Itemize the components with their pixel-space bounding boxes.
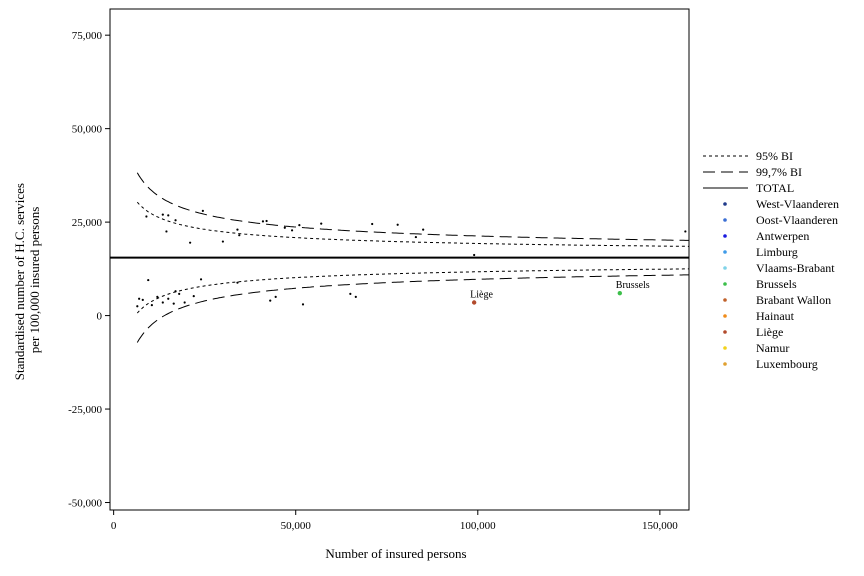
legend-entry-label: Hainaut bbox=[756, 309, 795, 323]
y-tick-label: 75,000 bbox=[72, 30, 103, 42]
data-point bbox=[156, 295, 159, 298]
x-axis-title: Number of insured persons bbox=[325, 546, 466, 561]
data-point bbox=[283, 226, 286, 229]
data-point bbox=[174, 290, 177, 293]
data-point bbox=[396, 223, 399, 226]
legend-entry-label: Vlaams-Brabant bbox=[756, 261, 835, 275]
data-point bbox=[138, 297, 141, 300]
legend-entry-label: Antwerpen bbox=[756, 229, 809, 243]
legend-entry-label: West-Vlaanderen bbox=[756, 197, 839, 211]
data-point bbox=[141, 298, 144, 301]
data-point bbox=[301, 303, 305, 306]
x-axis: 0 50,000 100,000 150,000 bbox=[111, 510, 678, 532]
y-axis-title: Standardised number of H.C. services per… bbox=[12, 180, 42, 380]
legend-entry-label: Namur bbox=[756, 341, 789, 355]
band-997-lower bbox=[136, 274, 689, 343]
data-point bbox=[167, 214, 170, 217]
y-tick-label: -25,000 bbox=[68, 404, 102, 416]
data-point bbox=[221, 240, 224, 243]
legend-entry-label: Luxembourg bbox=[756, 357, 818, 371]
band-997-upper bbox=[136, 172, 689, 241]
data-point bbox=[354, 295, 357, 298]
data-point bbox=[261, 220, 265, 223]
legend-point-swatch bbox=[723, 282, 727, 286]
data-point bbox=[174, 219, 177, 222]
data-point bbox=[422, 228, 425, 231]
data-point bbox=[192, 295, 195, 298]
y-tick-label: 25,000 bbox=[72, 217, 103, 229]
data-point bbox=[161, 301, 164, 304]
legend-point-swatch bbox=[723, 250, 727, 254]
data-point bbox=[201, 209, 204, 212]
data-points: Liège Brussels bbox=[136, 209, 687, 308]
data-point bbox=[136, 305, 139, 308]
plot-frame bbox=[109, 8, 690, 511]
x-tick-label: 150,000 bbox=[642, 520, 678, 532]
data-point bbox=[147, 278, 150, 282]
legend-entry-label: Oost-Vlaanderen bbox=[756, 213, 838, 227]
x-tick-label: 50,000 bbox=[281, 520, 312, 532]
legend: 95% BI 99,7% BI TOTAL West-Vlaanderen Oost-V… bbox=[703, 149, 839, 371]
legend-entry-label: Brabant Wallon bbox=[756, 293, 831, 307]
y-axis: -50,000 -25,000 0 25,000 50,000 75,000 bbox=[68, 30, 110, 510]
data-point bbox=[167, 297, 170, 300]
data-point bbox=[145, 215, 148, 218]
data-point bbox=[349, 292, 352, 295]
data-point bbox=[290, 229, 294, 232]
legend-point-swatch bbox=[723, 314, 727, 318]
data-point bbox=[172, 302, 175, 305]
legend-entry-label: Limburg bbox=[756, 245, 798, 259]
legend-point-swatch bbox=[723, 298, 727, 302]
y-tick-label: 0 bbox=[97, 311, 103, 323]
data-point bbox=[189, 241, 192, 244]
legend-point-swatch bbox=[723, 202, 727, 206]
data-point bbox=[183, 301, 186, 304]
legend-point-swatch bbox=[723, 330, 727, 334]
point-label: Brussels bbox=[616, 280, 650, 291]
data-point bbox=[150, 304, 153, 307]
data-point bbox=[199, 278, 203, 281]
x-tick-label: 0 bbox=[111, 520, 117, 532]
data-point bbox=[236, 228, 239, 231]
legend-point-swatch bbox=[723, 362, 727, 366]
y-tick-label: 50,000 bbox=[72, 124, 103, 136]
data-point bbox=[269, 299, 272, 302]
data-point bbox=[265, 219, 268, 223]
y-tick-label: -50,000 bbox=[68, 498, 102, 510]
data-point bbox=[471, 300, 477, 305]
data-point bbox=[320, 222, 323, 225]
point-label: Liège bbox=[470, 289, 493, 300]
legend-point-swatch bbox=[723, 218, 727, 222]
data-point bbox=[274, 295, 277, 298]
confidence-bands bbox=[136, 172, 689, 343]
data-point bbox=[371, 222, 374, 226]
legend-entry-label: Liège bbox=[756, 325, 783, 339]
legend-point-swatch bbox=[723, 234, 727, 238]
data-point bbox=[414, 235, 417, 239]
data-point bbox=[684, 230, 687, 233]
data-point bbox=[161, 213, 164, 216]
legend-point-swatch bbox=[723, 346, 727, 350]
legend-entry-label: Brussels bbox=[756, 277, 797, 291]
data-point bbox=[298, 224, 301, 227]
x-tick-label: 100,000 bbox=[460, 520, 496, 532]
legend-point-swatch bbox=[723, 266, 727, 270]
legend-entry-label: 99,7% BI bbox=[756, 165, 802, 179]
data-point bbox=[236, 281, 239, 284]
data-point bbox=[165, 230, 168, 233]
band-95-upper bbox=[136, 201, 689, 247]
data-point bbox=[238, 234, 241, 237]
legend-entry-label: 95% BI bbox=[756, 149, 793, 163]
data-point bbox=[178, 292, 181, 295]
y-axis-title-line-2: per 100,000 insured persons bbox=[27, 207, 42, 354]
legend-entry-label: TOTAL bbox=[756, 181, 794, 195]
data-point bbox=[617, 290, 623, 296]
data-point bbox=[473, 253, 476, 257]
band-95-lower bbox=[136, 268, 689, 314]
y-axis-title-line-1: Standardised number of H.C. services bbox=[12, 183, 27, 380]
